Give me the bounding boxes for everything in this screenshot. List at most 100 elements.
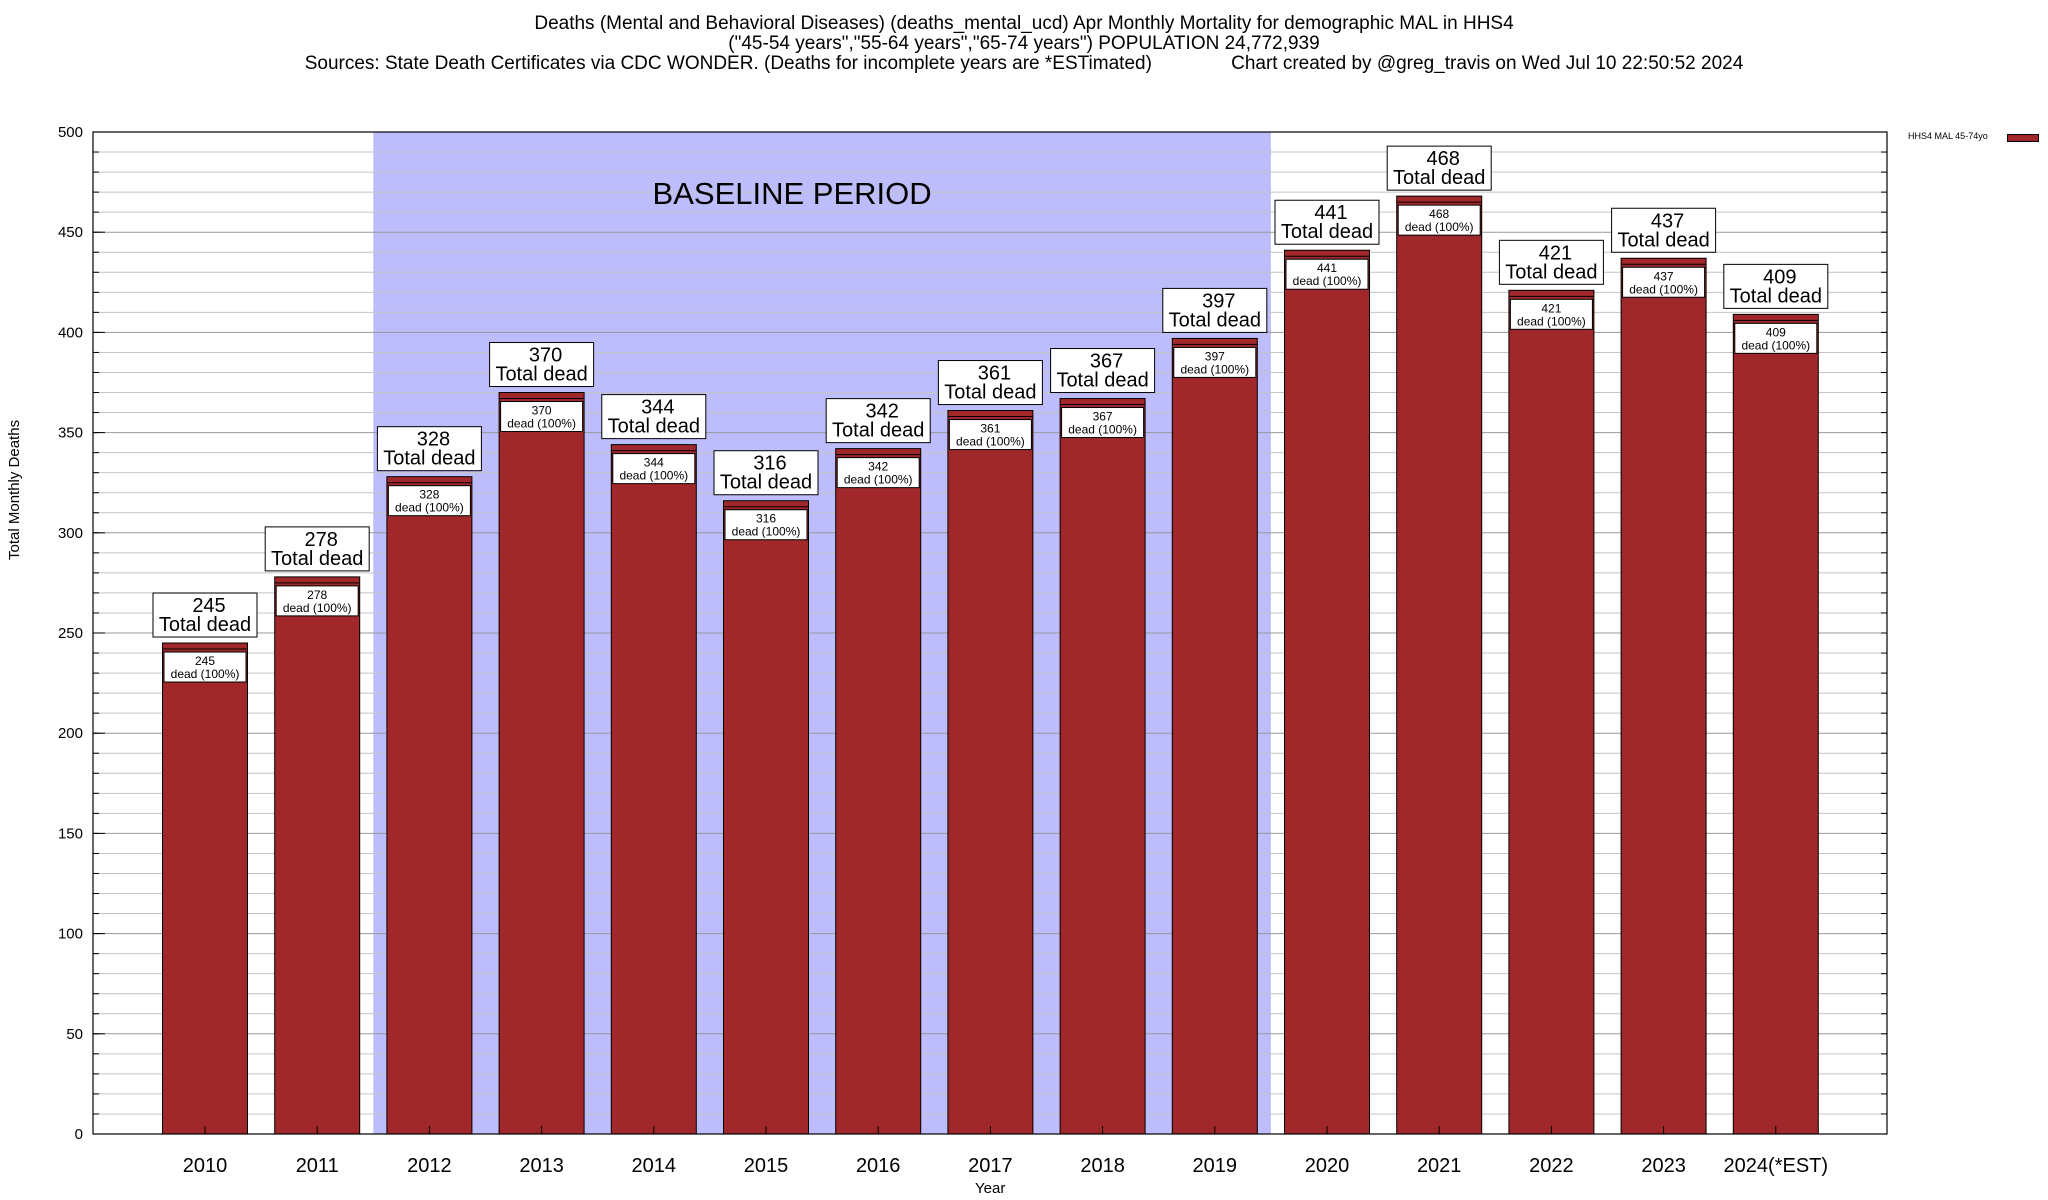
total-dead-label: Total dead (495, 364, 587, 386)
chart-source-line: Sources: State Death Certificates via CD… (0, 54, 2048, 74)
total-value-label: 437 (1651, 210, 1684, 232)
total-label-box (937, 360, 1043, 406)
total-dead-label: Total dead (159, 614, 251, 636)
inner-label-box (387, 485, 471, 517)
x-tick-label: 2011 (296, 1155, 339, 1177)
inner-value-label: 437 (1654, 269, 1674, 283)
inner-percent-label: dead (100%) (1293, 274, 1362, 288)
inner-label-box (1397, 204, 1481, 236)
total-dead-label: Total dead (832, 420, 924, 442)
bar (162, 642, 248, 1135)
total-value-label: 367 (1090, 351, 1123, 373)
total-value-label: 409 (1763, 266, 1796, 288)
inner-value-label: 367 (1093, 410, 1113, 424)
inner-label-box (612, 453, 696, 485)
total-label-box (1162, 287, 1268, 333)
total-label-box (264, 526, 370, 572)
inner-value-label: 245 (195, 654, 215, 668)
total-label-box (1274, 199, 1380, 245)
inner-percent-label: dead (100%) (844, 473, 913, 487)
inner-label-box (1061, 407, 1145, 439)
bar (835, 448, 922, 1135)
total-label-box (1386, 145, 1492, 191)
inner-value-label: 441 (1317, 261, 1337, 275)
bar (947, 410, 1034, 1135)
total-dead-label: Total dead (1393, 167, 1485, 189)
x-tick-label: 2020 (1305, 1155, 1350, 1177)
y-tick-label: 400 (58, 324, 83, 341)
total-dead-label: Total dead (1281, 221, 1373, 243)
bar (1732, 313, 1819, 1135)
inner-value-label: 278 (307, 588, 327, 602)
inner-percent-label: dead (100%) (1741, 338, 1810, 352)
total-label-box (1611, 207, 1717, 253)
y-tick-label: 0 (75, 1126, 83, 1143)
inner-percent-label: dead (100%) (1180, 362, 1249, 376)
x-tick-label: 2022 (1529, 1155, 1574, 1177)
total-label-box (489, 342, 595, 388)
total-value-label: 328 (417, 429, 450, 451)
total-label-box (1498, 239, 1604, 285)
y-tick-label: 500 (58, 124, 83, 141)
total-dead-label: Total dead (944, 382, 1036, 404)
total-value-label: 344 (641, 397, 674, 419)
bar (1059, 398, 1146, 1135)
total-value-label: 397 (1202, 290, 1235, 312)
total-dead-label: Total dead (1617, 229, 1709, 251)
inner-percent-label: dead (100%) (395, 501, 464, 515)
total-value-label: 316 (753, 453, 786, 475)
y-tick-label: 100 (58, 926, 83, 943)
inner-value-label: 344 (644, 456, 664, 470)
inner-label-box (1734, 322, 1818, 354)
inner-value-label: 409 (1766, 325, 1786, 339)
inner-value-label: 316 (756, 512, 776, 526)
inner-label-box (500, 401, 584, 433)
inner-percent-label: dead (100%) (732, 525, 801, 539)
total-label-box (152, 592, 258, 638)
x-tick-label: 2010 (183, 1155, 228, 1177)
bar (498, 392, 585, 1135)
inner-percent-label: dead (100%) (1405, 220, 1474, 234)
inner-label-box (836, 457, 920, 489)
total-value-label: 342 (866, 401, 899, 423)
x-tick-label: 2017 (968, 1155, 1013, 1177)
x-tick-label: 2014 (632, 1155, 677, 1177)
x-tick-label: 2019 (1193, 1155, 1238, 1177)
bar (386, 476, 473, 1135)
y-tick-label: 450 (58, 224, 83, 241)
x-tick-label: 2018 (1080, 1155, 1125, 1177)
chart-subtitle: ("45-54 years","55-64 years","65-74 year… (728, 33, 1320, 54)
total-label-box (601, 394, 707, 440)
y-tick-label: 50 (66, 1026, 83, 1043)
total-dead-label: Total dead (1505, 261, 1597, 283)
inner-label-box (275, 585, 359, 617)
inner-value-label: 370 (532, 404, 552, 418)
x-tick-label: 2023 (1641, 1155, 1686, 1177)
total-dead-label: Total dead (608, 416, 700, 438)
inner-percent-label: dead (100%) (171, 667, 240, 681)
total-value-label: 245 (192, 595, 225, 617)
total-value-label: 441 (1314, 202, 1347, 224)
inner-percent-label: dead (100%) (1629, 282, 1698, 296)
inner-label-box (1285, 258, 1369, 290)
x-tick-label: 2024(*EST) (1724, 1155, 1829, 1177)
y-tick-label: 250 (58, 625, 83, 642)
total-value-label: 370 (529, 345, 562, 367)
total-dead-label: Total dead (720, 472, 812, 494)
inner-value-label: 342 (868, 460, 888, 474)
y-tick-label: 200 (58, 725, 83, 742)
inner-value-label: 328 (419, 488, 439, 502)
bar (1508, 289, 1595, 1135)
y-tick-label: 350 (58, 425, 83, 442)
x-tick-label: 2016 (856, 1155, 901, 1177)
inner-percent-label: dead (100%) (1068, 423, 1137, 437)
inner-percent-label: dead (100%) (283, 601, 352, 615)
inner-label-box (948, 419, 1032, 451)
inner-percent-label: dead (100%) (507, 417, 576, 431)
inner-value-label: 361 (980, 422, 1000, 436)
total-dead-label: Total dead (271, 548, 363, 570)
baseline-period-label: BASELINE PERIOD (653, 176, 932, 211)
total-label-box (825, 398, 931, 444)
plot-frame (92, 131, 1888, 1135)
total-label-box (1723, 263, 1829, 309)
